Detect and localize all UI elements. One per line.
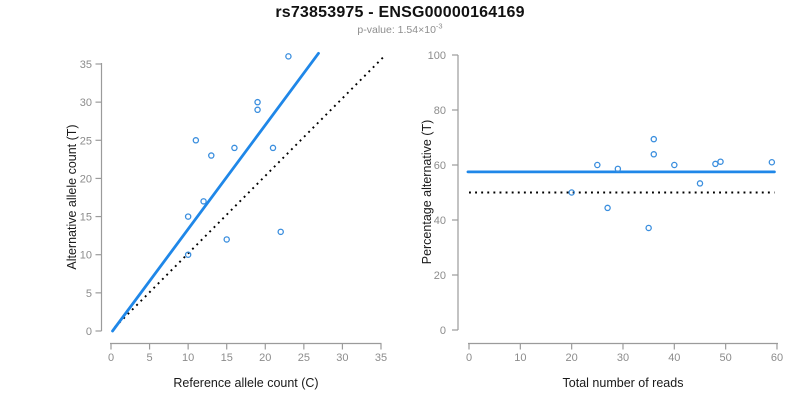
data-point [604,204,611,212]
data-point [650,135,658,143]
x-tick-label: 10 [182,352,194,364]
regression-line [111,51,320,333]
x-tick-label: 35 [375,352,387,364]
y-axis-title: Percentage alternative (T) [420,120,434,265]
data-point [269,144,277,152]
x-tick-label: 0 [466,352,472,364]
y-tick-label: 0 [440,325,446,337]
data-point [254,106,261,114]
data-point [650,151,658,158]
x-axis-title: Total number of reads [563,376,684,390]
x-tick-label: 10 [514,352,526,364]
y-tick-label: 30 [80,97,92,109]
y-tick-label: 10 [80,250,92,262]
data-point [285,53,292,60]
figure-header: rs73853975 - ENSG00000164169 p-value: 1.… [0,4,800,36]
x-tick-label: 25 [298,352,310,364]
data-point [208,152,215,159]
p-value-exponent: -3 [435,21,443,31]
data-point [594,161,601,169]
x-tick-label: 20 [566,352,578,364]
y-tick-label: 20 [434,270,446,282]
figure-title: rs73853975 - ENSG00000164169 [275,4,525,21]
percentage-alternative-plot: 0 10 20 30 40 50 60 Total number of reads 0 20 40 6… [420,50,783,390]
x-tick-label: 0 [108,352,114,364]
x-tick-label: 5 [147,352,153,364]
x-axis-title: Reference allele count (C) [173,376,318,390]
y-tick-label: 0 [86,326,92,338]
data-point [231,144,238,152]
data-point [277,228,284,236]
y-tick-label: 35 [80,59,92,71]
x-tick-label: 20 [259,352,271,364]
data-point [192,137,200,144]
identity-line [114,54,386,328]
data-point [200,198,207,205]
data-point [696,180,704,187]
y-tick-label: 5 [86,288,92,300]
data-point [568,189,575,196]
data-point [184,251,192,258]
y-tick-label: 20 [80,173,92,185]
y-tick-label: 40 [434,215,446,227]
data-point [184,213,192,220]
x-tick-label: 15 [221,352,233,364]
data-point [717,158,724,165]
data-point [671,161,678,169]
allele-counts-plot: 0 5 10 15 20 25 30 35 Reference allele count (C)… [65,51,387,390]
y-tick-label: 100 [428,50,446,62]
x-tick-label: 60 [771,352,783,364]
x-tick-label: 50 [720,352,732,364]
p-value-subtitle: p-value: 1.54×10-3 [0,21,800,36]
y-tick-label: 60 [434,160,446,172]
p-value-text: p-value: 1.54×10 [357,24,436,36]
data-point [712,160,719,168]
x-tick-label: 30 [336,352,348,364]
data-point [614,165,622,173]
y-tick-label: 80 [434,105,446,117]
data-point [254,98,261,106]
x-tick-label: 40 [668,352,680,364]
y-tick-label: 25 [80,135,92,147]
y-tick-label: 15 [80,212,92,224]
y-axis-title: Alternative allele count (T) [65,124,79,269]
data-point [768,158,776,166]
data-point [645,224,652,232]
x-tick-label: 30 [617,352,629,364]
data-point [223,236,230,243]
